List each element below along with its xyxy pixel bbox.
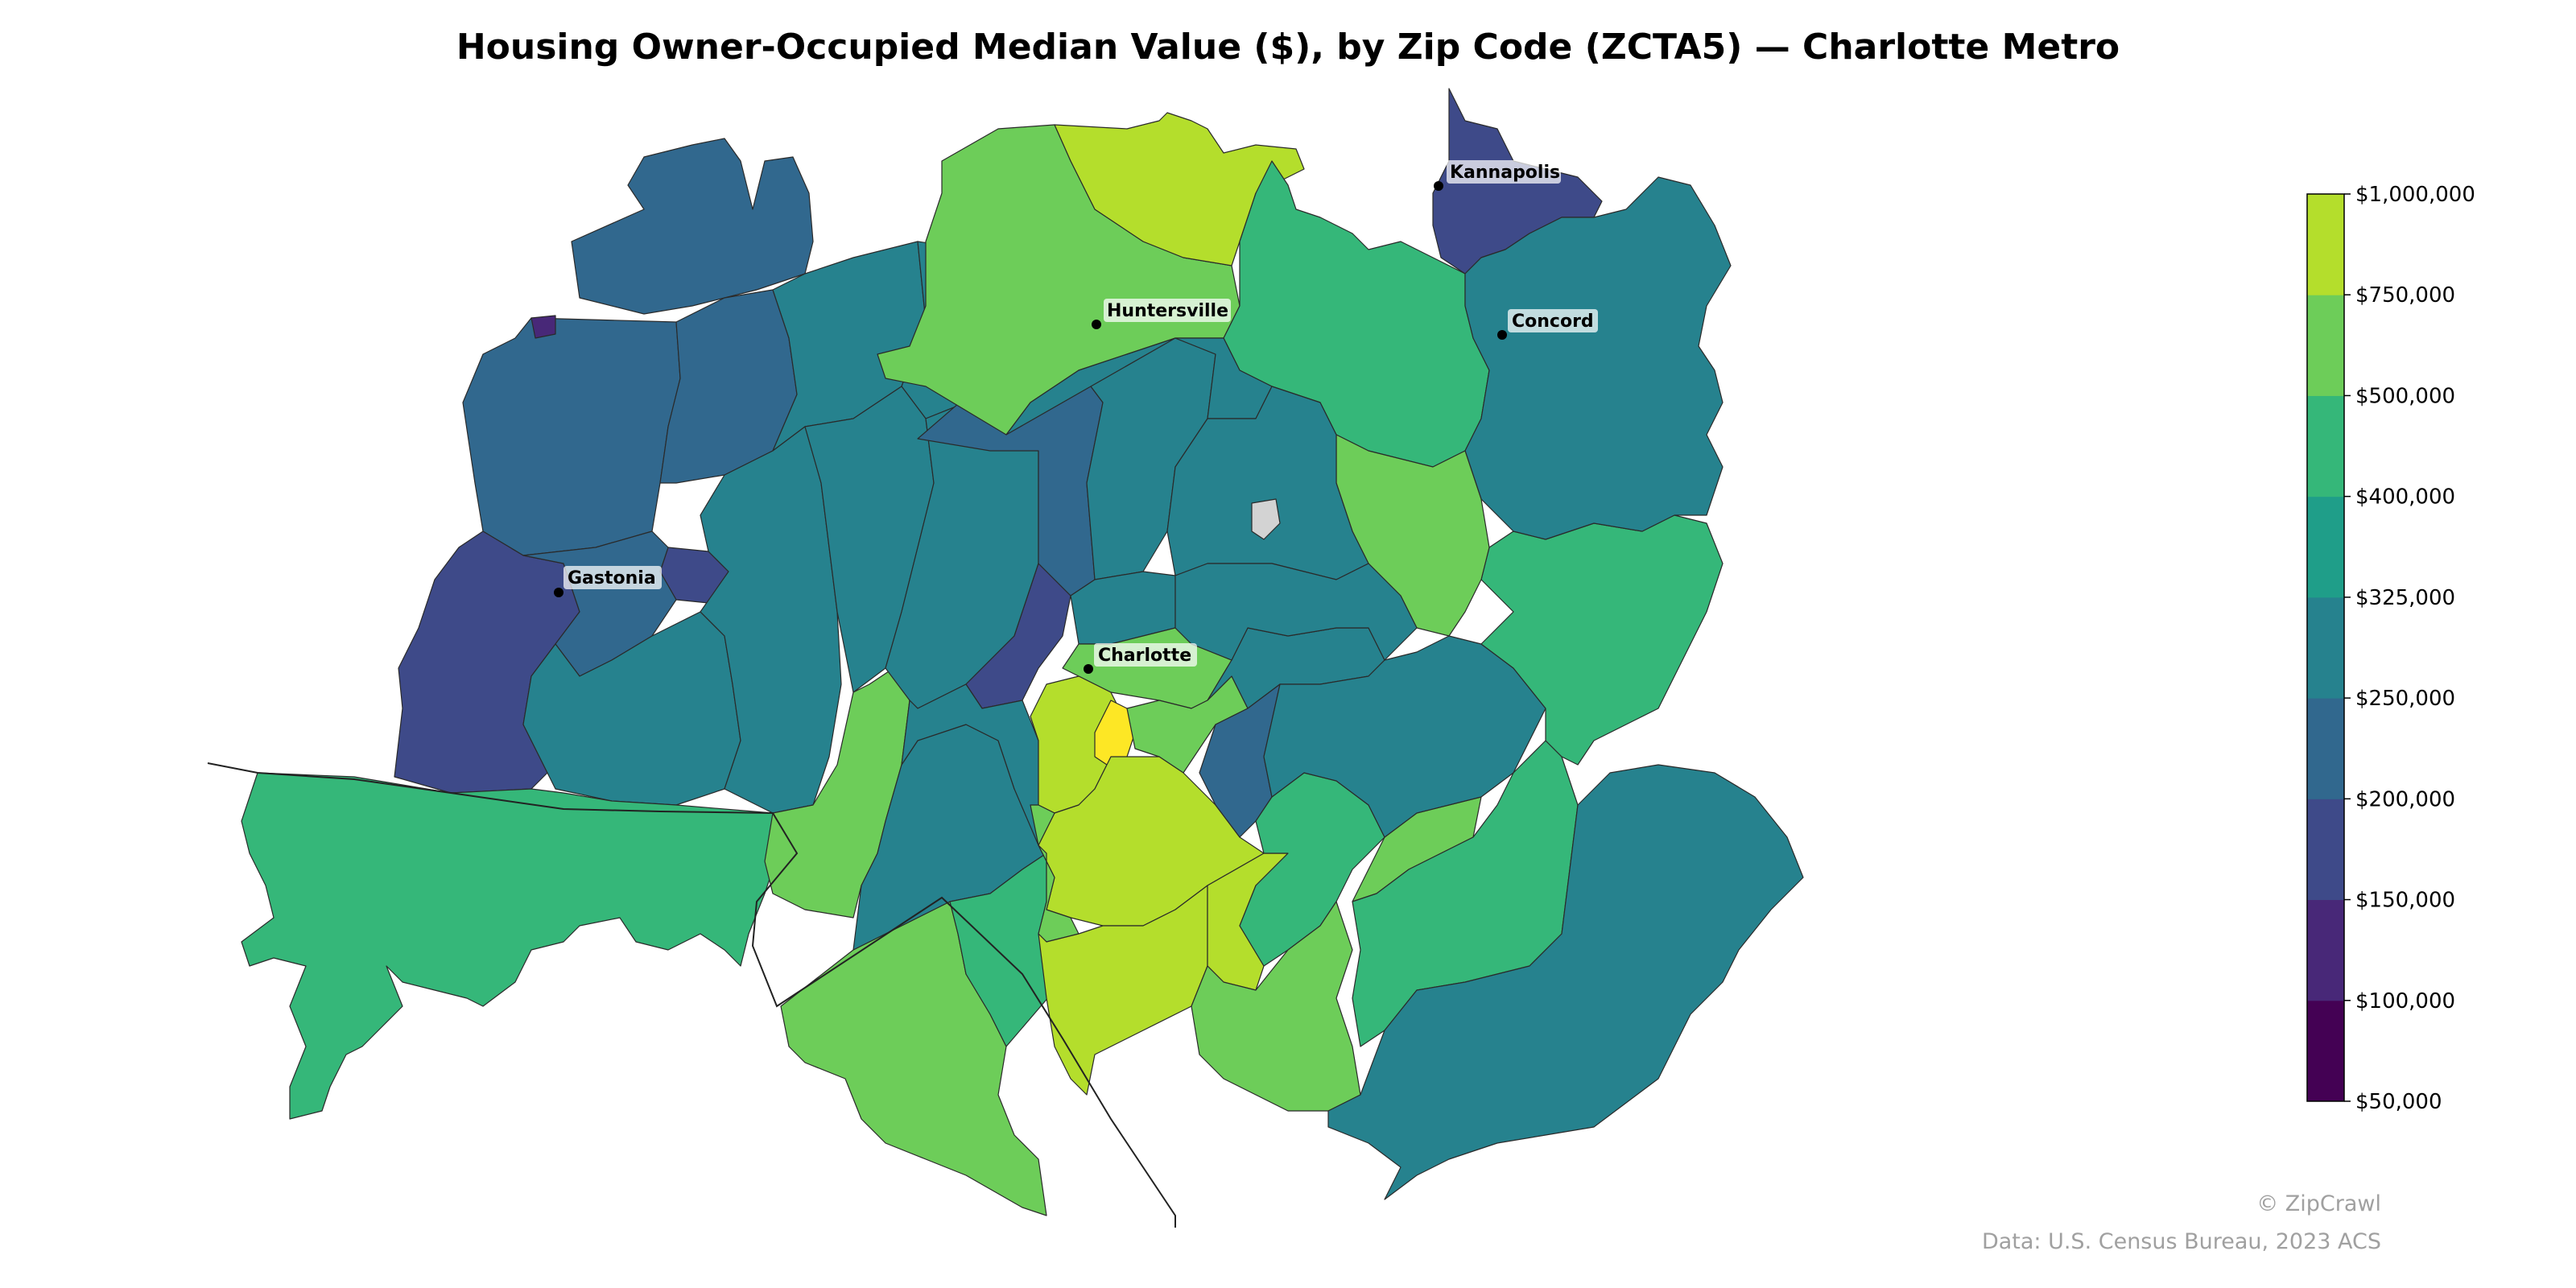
city-kannapolis[interactable]: Kannapolis — [1434, 160, 1561, 191]
colorbar-frame — [2306, 193, 2345, 1102]
city-label: Charlotte — [1098, 646, 1191, 666]
city-label-box — [1094, 643, 1197, 667]
colorbar-tick-label: $50,000 — [2355, 1090, 2442, 1114]
colorbar-segment — [2307, 194, 2344, 295]
city-label: Concord — [1512, 312, 1594, 332]
zcta-map — [207, 88, 1804, 1228]
zcta-region[interactable] — [1464, 176, 1732, 540]
city-label-box — [1447, 160, 1561, 184]
data-source-credit: Data: U.S. Census Bureau, 2023 ACS — [1982, 1229, 2381, 1254]
map-title: Housing Owner-Occupied Median Value ($),… — [456, 27, 2120, 68]
zcta-region[interactable] — [462, 317, 681, 556]
zcta-region[interactable] — [1030, 804, 1055, 846]
colorbar-segment — [2307, 496, 2344, 598]
zcta-region[interactable] — [1251, 498, 1281, 540]
zcta-region[interactable] — [1054, 112, 1305, 266]
city-huntersville[interactable]: Huntersville — [1092, 299, 1231, 329]
zcta-region[interactable] — [1191, 901, 1361, 1112]
zcta-region[interactable] — [571, 138, 814, 315]
colorbar-segment — [2307, 395, 2344, 497]
colorbar-tick-label: $750,000 — [2355, 283, 2455, 308]
colorbar-segment — [2307, 295, 2344, 396]
colorbar-tick-label: $325,000 — [2355, 586, 2455, 610]
zcta-region[interactable] — [530, 315, 556, 339]
colorbar-segment — [2307, 799, 2344, 901]
colorbar-tick-label: $400,000 — [2355, 485, 2455, 510]
colorbar-tick-label: $100,000 — [2355, 989, 2455, 1013]
city-gastonia[interactable]: Gastonia — [554, 566, 662, 597]
colorbar-legend: $50,000 $100,000 $150,000 $200,000 $250,000 $… — [2306, 183, 2475, 1114]
city-marker-icon — [1092, 320, 1101, 329]
zcta-region[interactable] — [1005, 337, 1273, 436]
city-marker-icon — [1434, 181, 1443, 191]
colorbar-segment — [2307, 698, 2344, 799]
zcta-region[interactable] — [1327, 764, 1804, 1200]
colorbar-segment — [2307, 899, 2344, 1001]
city-marker-icon — [1497, 330, 1507, 340]
colorbar-tick-label: $150,000 — [2355, 889, 2455, 913]
state-boundary-line — [207, 762, 1176, 1228]
zcta-region[interactable] — [901, 683, 1039, 846]
colorbar-tick-label: $1,000,000 — [2355, 183, 2475, 207]
zcta-region[interactable] — [1480, 514, 1724, 766]
city-label: Kannapolis — [1450, 163, 1560, 183]
zcta-region[interactable] — [1174, 563, 1418, 661]
city-concord[interactable]: Concord — [1497, 309, 1598, 340]
city-marker-icon — [1084, 664, 1093, 674]
city-label-box — [564, 566, 662, 589]
city-label: Huntersville — [1107, 301, 1228, 321]
zcta-region[interactable] — [241, 772, 782, 1120]
colorbar-segment — [2307, 1000, 2344, 1102]
city-charlotte[interactable]: Charlotte — [1084, 643, 1197, 674]
colorbar-tick-label: $500,000 — [2355, 384, 2455, 408]
colorbar-tick-label: $200,000 — [2355, 787, 2455, 811]
city-label-box — [1104, 299, 1231, 322]
copyright-credit: © ZipCrawl — [2256, 1191, 2381, 1216]
city-label: Gastonia — [568, 568, 656, 588]
city-marker-icon — [554, 588, 564, 597]
colorbar-segment — [2307, 597, 2344, 699]
city-label-box — [1508, 309, 1598, 332]
colorbar-tick-label: $250,000 — [2355, 687, 2455, 711]
zcta-region[interactable] — [1263, 635, 1546, 838]
